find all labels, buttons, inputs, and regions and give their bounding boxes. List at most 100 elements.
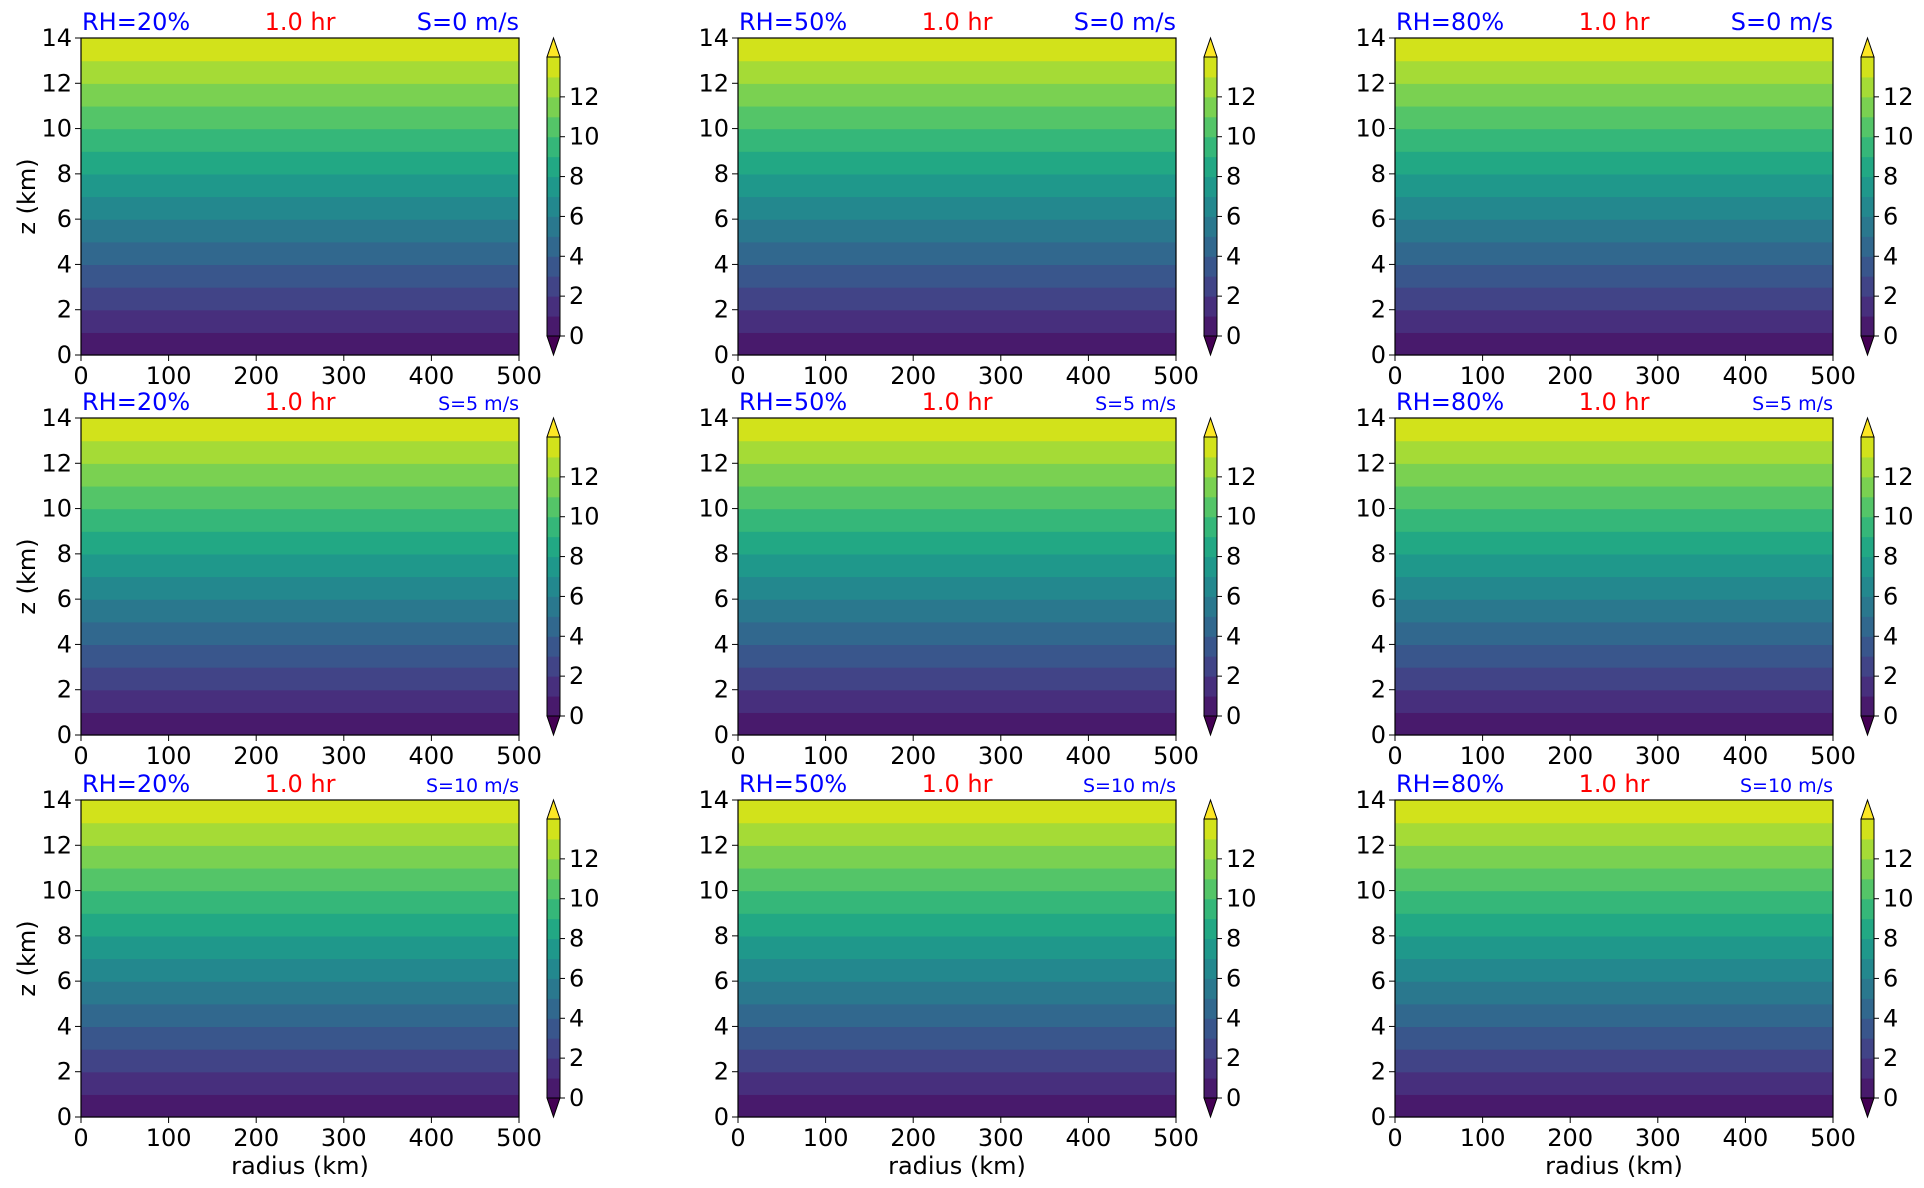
y-tick-label: 4: [57, 630, 72, 658]
colorbar-band: [1204, 1018, 1217, 1039]
y-tick-label: 0: [1371, 721, 1386, 749]
y-tick-label: 0: [57, 341, 72, 369]
x-tick-label: 500: [1153, 362, 1199, 390]
colorbar-band: [1861, 216, 1874, 237]
colorbar-extend-max: [1203, 36, 1218, 58]
y-tick-label: 4: [57, 1012, 72, 1040]
colorbar: 0 2 4 6 8 10 12: [546, 36, 600, 357]
y-tick-label: 8: [714, 160, 729, 188]
colorbar-band: [1861, 276, 1874, 297]
y-tick-label: 14: [698, 404, 729, 432]
colorbar-tick-label: 10: [1226, 123, 1257, 151]
x-tick-label: 100: [146, 742, 192, 770]
x-tick-label: 0: [73, 1124, 88, 1152]
colorbar-band: [1861, 496, 1874, 518]
colorbar-extend-max: [1203, 798, 1218, 820]
y-tick-label: 0: [57, 721, 72, 749]
plot-frame: [1394, 799, 1834, 1118]
colorbar-band: [1861, 196, 1874, 217]
plot-frame: [80, 799, 520, 1118]
contour-band: [738, 173, 1176, 198]
colorbar-band: [1204, 516, 1217, 538]
colorbar-tick-label: 12: [569, 845, 600, 873]
colorbar-extend-max: [1860, 416, 1875, 438]
colorbar-band: [1861, 296, 1874, 317]
colorbar-band: [1204, 216, 1217, 237]
panel-shear-label: S=5 m/s: [1752, 393, 1833, 415]
colorbar-tick-label: 0: [1226, 702, 1241, 730]
contour-band: [1395, 196, 1833, 220]
colorbar-band: [1861, 958, 1874, 979]
contour-band: [81, 599, 519, 623]
y-tick-label: 6: [57, 967, 72, 995]
colorbar-frame: [546, 56, 561, 337]
x-tick-label: 0: [730, 1124, 745, 1152]
colorbar-band: [1204, 236, 1217, 257]
contour-band: [1395, 1049, 1833, 1073]
colorbar-band: [547, 556, 560, 577]
x-tick-label: 500: [1810, 742, 1856, 770]
colorbar-band: [1861, 437, 1874, 458]
y-tick-label: 2: [57, 676, 72, 704]
colorbar-band: [547, 819, 560, 840]
contour-band: [738, 309, 1176, 333]
colorbar-band: [1861, 316, 1874, 337]
y-tick-label: 2: [714, 676, 729, 704]
x-tick-label: 100: [803, 1124, 849, 1152]
colorbar-extend-min: [1860, 335, 1875, 357]
colorbar-tick-label: 4: [1883, 242, 1898, 270]
contour-band: [738, 105, 1176, 130]
colorbar-extend-max: [546, 36, 561, 58]
contour-band: [738, 128, 1176, 152]
colorbar-band: [547, 516, 560, 538]
contour-band: [81, 822, 519, 846]
contour-band: [1395, 1026, 1833, 1050]
colorbar-frame: [1203, 436, 1218, 717]
panel-time-label: 1.0 hr: [922, 8, 993, 36]
y-tick-label: 14: [1355, 404, 1386, 432]
contour-band: [1395, 822, 1833, 846]
colorbar-band: [1204, 256, 1217, 277]
colorbar-tick-label: 4: [1883, 1004, 1898, 1032]
colorbar-tick-label: 8: [1226, 925, 1241, 953]
colorbar-extend-max: [1860, 36, 1875, 58]
contour-band: [1395, 981, 1833, 1005]
contour-band: [1395, 1071, 1833, 1095]
colorbar-tick-label: 6: [1883, 582, 1898, 610]
colorbar-band: [1861, 918, 1874, 940]
contour-band: [81, 83, 519, 107]
colorbar-tick-label: 8: [1883, 925, 1898, 953]
panel-shear-label: S=0 m/s: [417, 8, 519, 36]
colorbar-tick-label: 4: [569, 1004, 584, 1032]
panel-shear-label: S=10 m/s: [426, 775, 519, 797]
contour-band: [81, 935, 519, 960]
contour-band: [1395, 689, 1833, 713]
contour-band: [738, 264, 1176, 288]
colorbar-band: [1204, 276, 1217, 297]
colorbar-band: [1861, 616, 1874, 637]
x-tick-label: 200: [890, 362, 936, 390]
colorbar-band: [1204, 196, 1217, 217]
contour-band: [738, 822, 1176, 846]
panel-rh-label: RH=50%: [739, 8, 847, 36]
x-tick-label: 100: [803, 742, 849, 770]
colorbar-band: [547, 496, 560, 518]
colorbar-band: [547, 96, 560, 118]
colorbar-band: [547, 116, 560, 138]
colorbar-band: [1204, 476, 1217, 498]
contour-band: [1395, 576, 1833, 600]
colorbar-band: [1861, 878, 1874, 900]
colorbar-tick-label: 0: [569, 322, 584, 350]
contour-band: [81, 958, 519, 982]
contour-band: [81, 553, 519, 578]
colorbar-extend-max: [546, 416, 561, 438]
contour-band: [1395, 83, 1833, 107]
colorbar-band: [1204, 696, 1217, 717]
y-tick-label: 2: [1371, 1058, 1386, 1086]
colorbar-band: [1861, 938, 1874, 959]
y-tick-label: 0: [57, 1103, 72, 1131]
contour-band: [1395, 60, 1833, 84]
y-tick-label: 8: [714, 922, 729, 950]
contour-band: [81, 576, 519, 600]
